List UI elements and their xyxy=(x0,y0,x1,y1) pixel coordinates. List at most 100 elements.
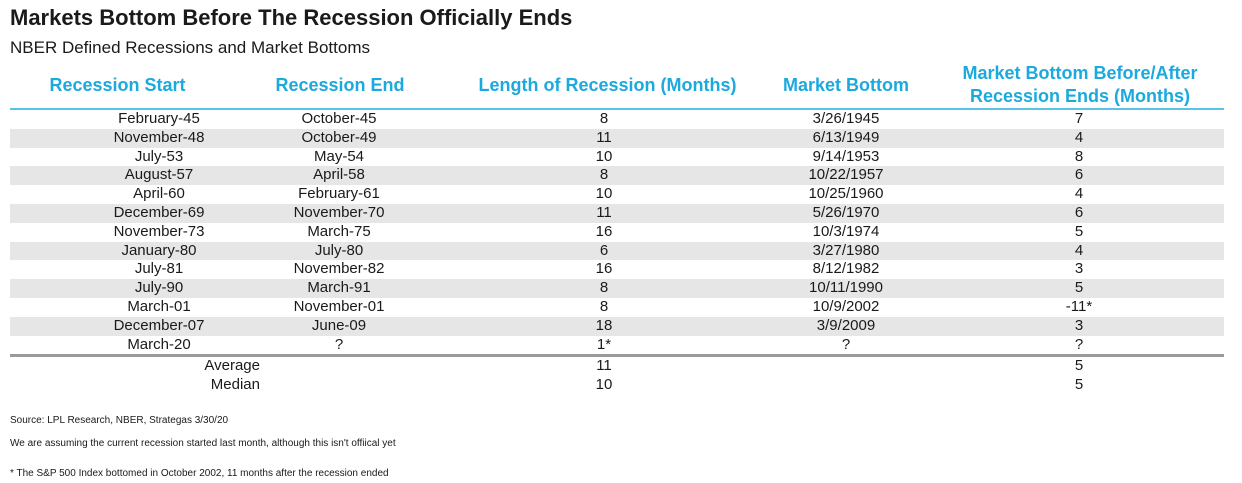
cell-end: April-58 xyxy=(313,166,365,184)
cell-length: 1* xyxy=(596,335,612,353)
summary-length: 11 xyxy=(596,357,612,374)
footnote-source: Source: LPL Research, NBER, Strategas 3/… xyxy=(10,415,229,426)
cell-diff: 6 xyxy=(1074,203,1084,221)
summary-diff: 5 xyxy=(1074,375,1084,393)
header-before-after: Market Bottom Before/After Recession End… xyxy=(935,62,1225,108)
cell-length: 6 xyxy=(599,241,609,259)
cell-diff: -11* xyxy=(1065,297,1093,315)
cell-end: February-61 xyxy=(298,185,380,203)
cell-start: April-60 xyxy=(133,185,185,203)
cell-bottom: 10/22/1957 xyxy=(808,166,884,184)
cell-diff: 7 xyxy=(1074,110,1084,127)
header-length: Length of Recession (Months) xyxy=(478,75,737,95)
cell-end: June-09 xyxy=(311,316,367,334)
cell-start: November-73 xyxy=(113,222,205,240)
table-row: February-45 October-45 8 3/26/1945 7 xyxy=(10,110,1224,129)
cell-start: December-07 xyxy=(113,316,205,334)
cell-diff: 5 xyxy=(1074,222,1084,240)
header-recession-end: Recession End xyxy=(275,75,405,95)
cell-start: January-80 xyxy=(121,241,197,259)
header-before-after-line1: Market Bottom Before/After xyxy=(962,63,1198,83)
cell-end: November-01 xyxy=(293,297,385,315)
summary-divider xyxy=(10,354,1224,357)
cell-start: March-01 xyxy=(127,297,191,315)
summary-label: Median xyxy=(210,375,260,393)
cell-length: 8 xyxy=(599,297,609,315)
cell-diff: 3 xyxy=(1074,316,1084,334)
table-row: January-80 July-80 6 3/27/1980 4 xyxy=(10,241,1224,261)
cell-end: May-54 xyxy=(313,147,365,165)
cell-start: December-69 xyxy=(113,203,205,221)
cell-diff: 4 xyxy=(1074,241,1084,259)
cell-diff: 3 xyxy=(1074,260,1084,278)
header-divider xyxy=(10,108,1224,110)
footnote-assumption: We are assuming the current recession st… xyxy=(10,438,396,449)
table-row: August-57 April-58 8 10/22/1957 6 xyxy=(10,166,1224,186)
table-body: February-45 October-45 8 3/26/1945 7 November… xyxy=(10,110,1224,354)
cell-start: July-53 xyxy=(134,147,184,165)
summary-length: 10 xyxy=(595,375,613,393)
cell-end: March-91 xyxy=(307,279,371,297)
footnote-sp500: * The S&P 500 Index bottomed in October … xyxy=(10,468,389,479)
table-row: March-01 November-01 8 10/9/2002 -11* xyxy=(10,298,1224,317)
cell-length: 8 xyxy=(599,110,609,127)
cell-bottom: 3/9/2009 xyxy=(816,316,876,334)
summary-rows: Average 11 5 Median 10 5 xyxy=(10,357,1224,395)
cell-bottom: ? xyxy=(841,335,851,353)
cell-length: 10 xyxy=(595,185,613,203)
cell-end: November-70 xyxy=(293,203,385,221)
cell-bottom: 9/14/1953 xyxy=(812,147,880,165)
table-row: July-81 November-82 16 8/12/1982 3 xyxy=(10,260,1224,279)
cell-diff: 4 xyxy=(1074,185,1084,203)
cell-length: 18 xyxy=(595,316,613,334)
table-row: July-90 March-91 8 10/11/1990 5 xyxy=(10,279,1224,298)
cell-bottom: 10/3/1974 xyxy=(812,222,880,240)
cell-length: 16 xyxy=(595,260,613,278)
cell-diff: 4 xyxy=(1074,128,1084,146)
header-market-bottom: Market Bottom xyxy=(782,75,909,95)
cell-bottom: 3/27/1980 xyxy=(812,241,880,259)
cell-start: March-20 xyxy=(127,335,191,353)
cell-start: July-81 xyxy=(134,260,184,278)
cell-end: March-75 xyxy=(307,222,371,240)
header-recession-start: Recession Start xyxy=(49,75,186,95)
cell-bottom: 10/9/2002 xyxy=(812,297,880,315)
summary-diff: 5 xyxy=(1074,357,1084,374)
cell-diff: 6 xyxy=(1074,166,1084,184)
cell-length: 11 xyxy=(596,128,612,146)
cell-end: ? xyxy=(334,335,344,353)
cell-end: October-45 xyxy=(301,110,377,127)
cell-length: 10 xyxy=(595,147,613,165)
page-title: Markets Bottom Before The Recession Offi… xyxy=(10,5,573,30)
cell-start: August-57 xyxy=(124,166,194,184)
header-before-after-line2: Recession Ends (Months) xyxy=(969,86,1191,106)
cell-length: 8 xyxy=(599,166,609,184)
summary-label: Average xyxy=(204,357,260,374)
summary-row: Median 10 5 xyxy=(10,376,1224,395)
cell-bottom: 10/11/1990 xyxy=(809,279,883,297)
table-row: April-60 February-61 10 10/25/1960 4 xyxy=(10,185,1224,204)
table-row: March-20? 1*?? xyxy=(10,336,1224,355)
table-row: November-73 March-75 16 10/3/1974 5 xyxy=(10,223,1224,242)
cell-length: 16 xyxy=(595,222,613,240)
cell-end: October-49 xyxy=(301,128,377,146)
cell-end: July-80 xyxy=(314,241,364,259)
cell-end: November-82 xyxy=(293,260,385,278)
cell-diff: 8 xyxy=(1074,147,1084,165)
cell-start: February-45 xyxy=(118,110,200,127)
cell-bottom: 3/26/1945 xyxy=(812,110,880,127)
summary-row: Average 11 5 xyxy=(10,357,1224,376)
table-row: July-53 May-54 10 9/14/1953 8 xyxy=(10,148,1224,167)
cell-diff: 5 xyxy=(1074,279,1084,297)
table-row: December-07 June-09 18 3/9/2009 3 xyxy=(10,316,1224,336)
page-subtitle: NBER Defined Recessions and Market Botto… xyxy=(10,38,370,57)
cell-start: November-48 xyxy=(113,128,205,146)
cell-bottom: 5/26/1970 xyxy=(812,203,880,221)
cell-start: July-90 xyxy=(134,279,184,297)
cell-bottom: 10/25/1960 xyxy=(808,185,884,203)
cell-bottom: 6/13/1949 xyxy=(812,128,880,146)
table-row: December-69 November-70 11 5/26/1970 6 xyxy=(10,203,1224,223)
cell-length: 11 xyxy=(596,203,612,221)
cell-bottom: 8/12/1982 xyxy=(812,260,880,278)
cell-length: 8 xyxy=(599,279,609,297)
